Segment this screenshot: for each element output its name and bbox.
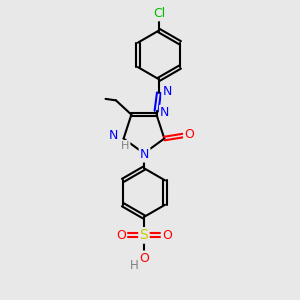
Text: H: H bbox=[121, 141, 129, 151]
Text: N: N bbox=[140, 148, 149, 161]
Text: H: H bbox=[130, 260, 139, 272]
Text: S: S bbox=[140, 228, 148, 242]
Text: N: N bbox=[109, 129, 118, 142]
Text: O: O bbox=[162, 229, 172, 242]
Text: Cl: Cl bbox=[153, 7, 165, 20]
Text: O: O bbox=[184, 128, 194, 141]
Text: N: N bbox=[163, 85, 172, 98]
Text: O: O bbox=[139, 252, 149, 265]
Text: N: N bbox=[160, 106, 170, 119]
Text: O: O bbox=[116, 229, 126, 242]
